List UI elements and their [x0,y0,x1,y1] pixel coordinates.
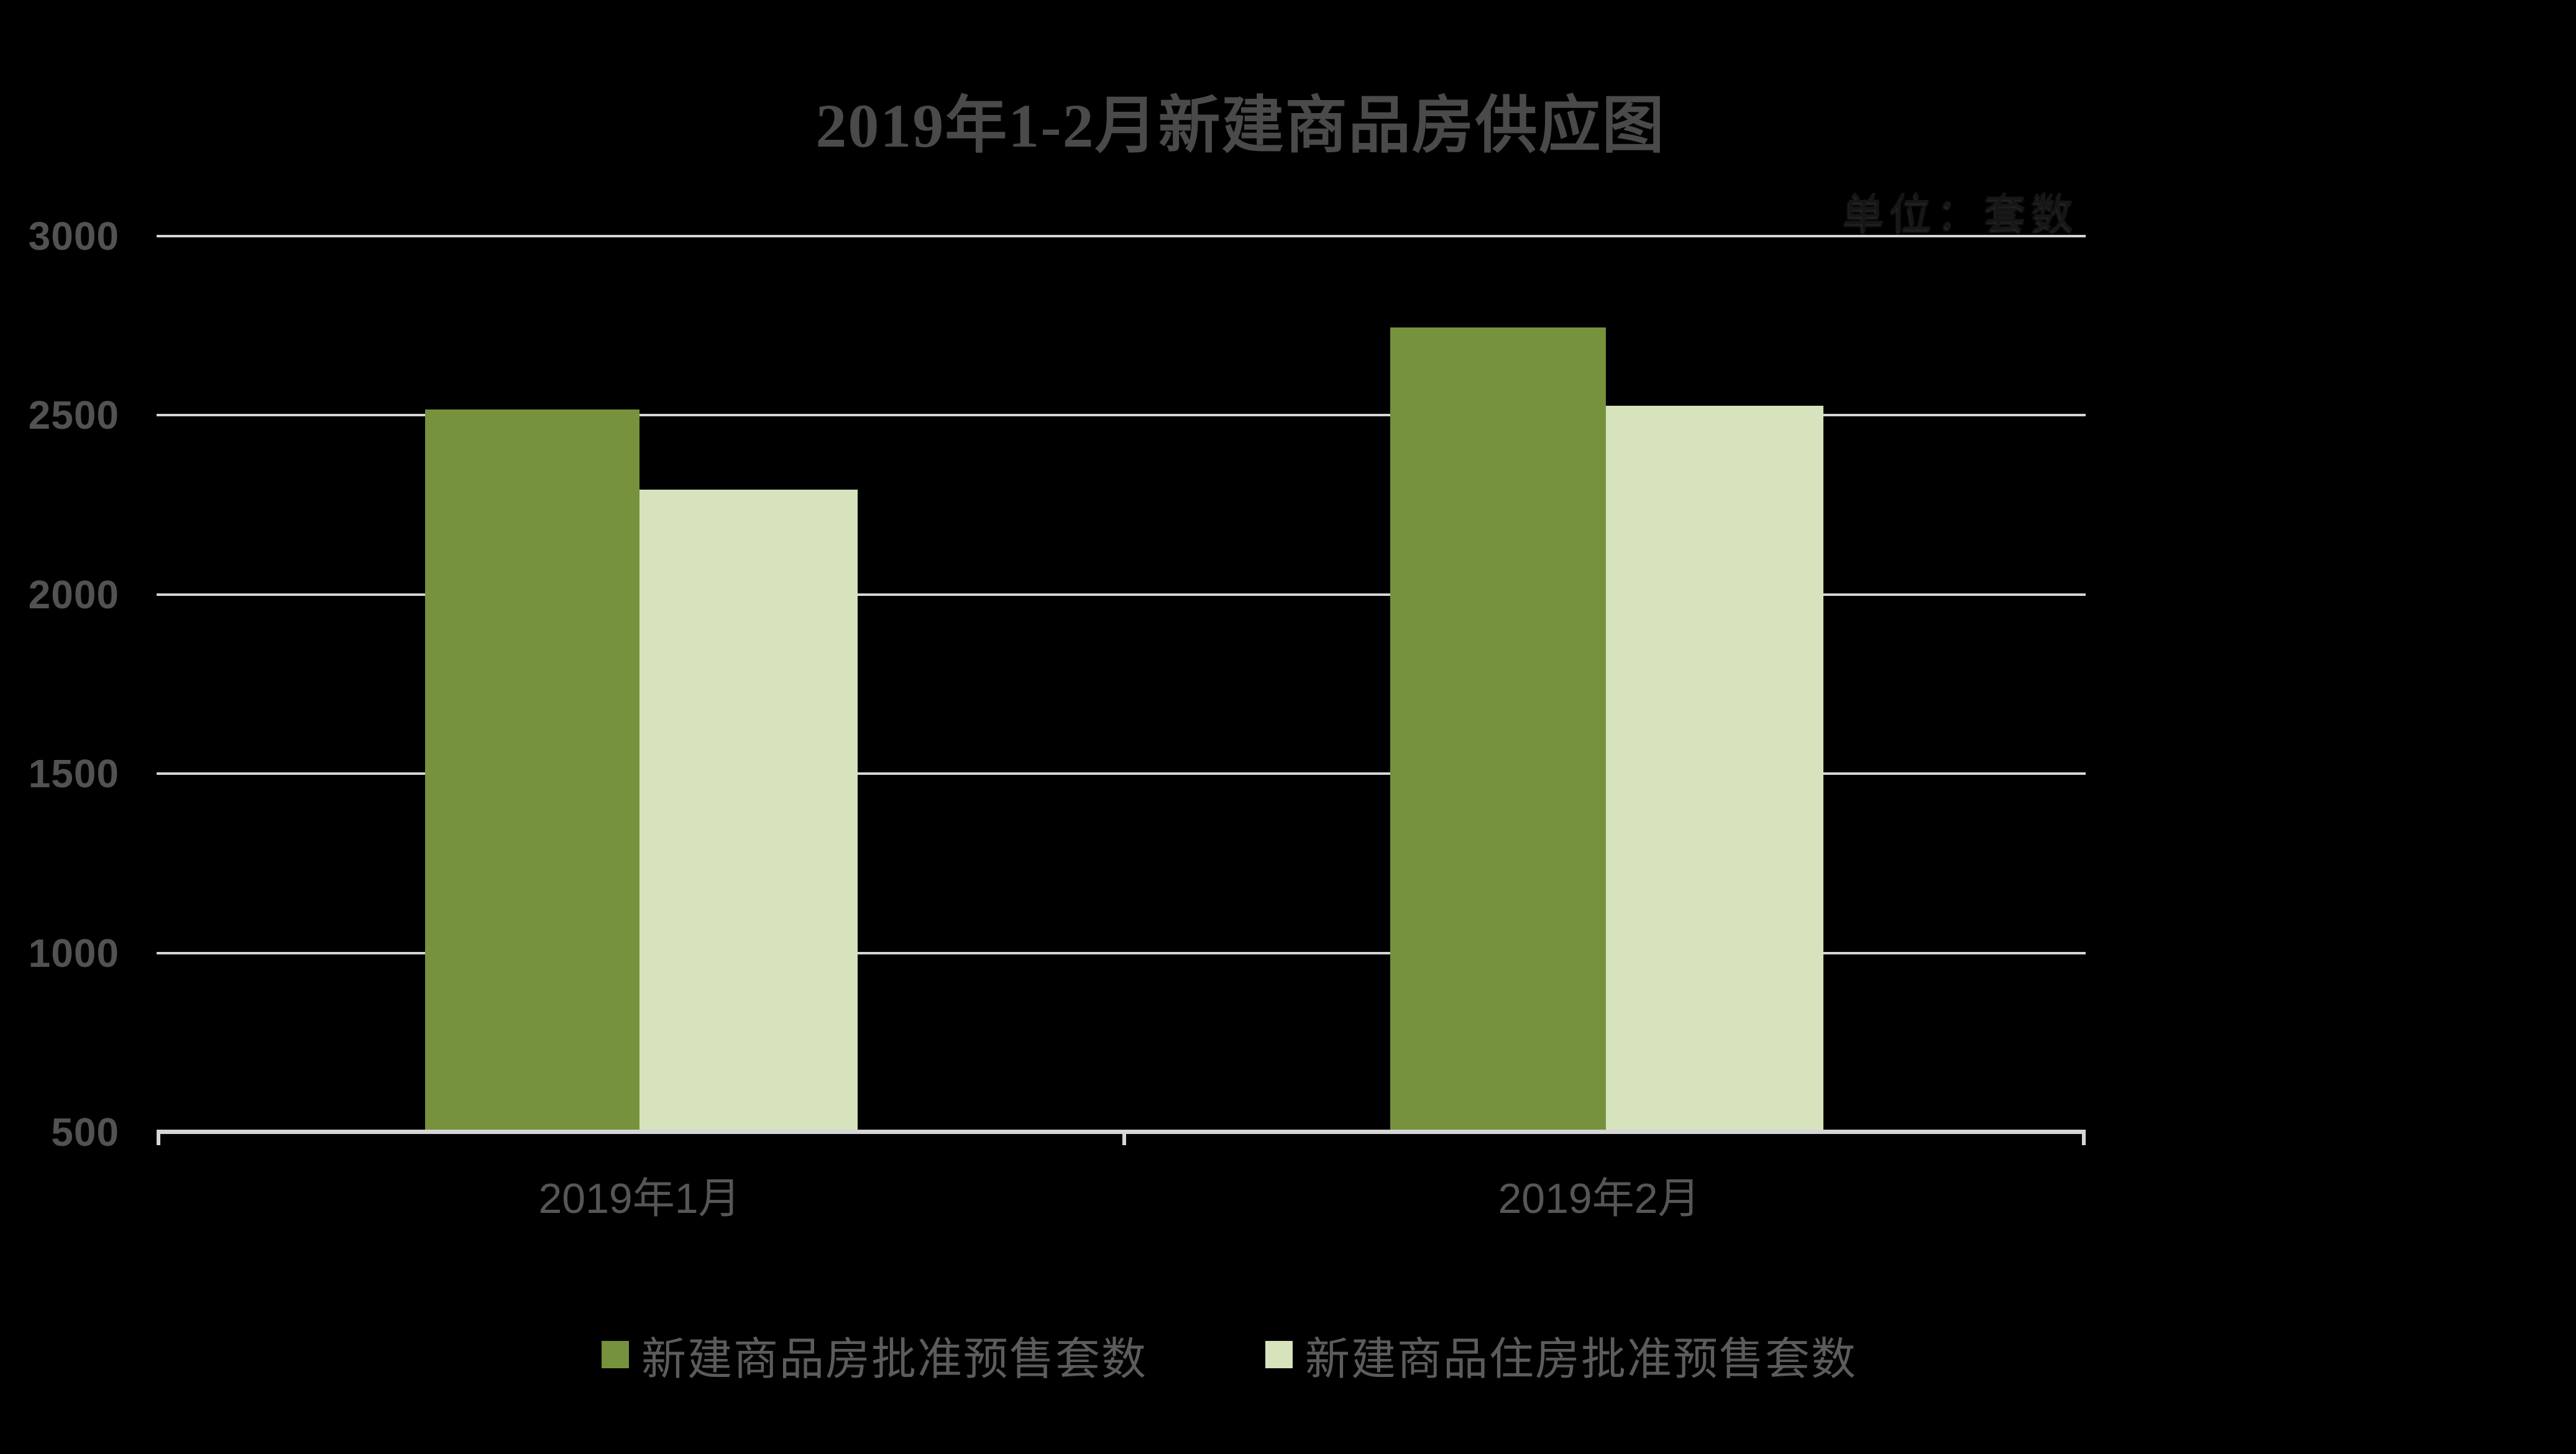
y-axis-label-1500: 1500 [28,751,119,796]
y-axis-label-1000: 1000 [28,931,119,976]
y-axis-label-500: 500 [51,1110,119,1155]
legend: 新建商品房批准预售套数 新建商品住房批准预售套数 [602,1324,2093,1386]
x-axis-label-jan: 2019年1月 [538,1175,741,1222]
legend-label-residential: 新建商品住房批准预售套数 [1305,1334,1858,1384]
y-axis-label-3000: 3000 [28,214,119,258]
legend-item-residential: 新建商品住房批准预售套数 [1265,1322,1857,1388]
bar-jan-commodity-housing [425,409,639,1130]
legend-swatch-residential [1265,1341,1293,1368]
gridline-2000 [157,593,2086,596]
gridline-2500 [157,414,2086,416]
legend-label-commodity: 新建商品房批准预售套数 [641,1334,1148,1384]
axis-tick-right [2082,1134,2086,1145]
gridline-3000 [157,235,2086,237]
x-axis-line [157,1130,2086,1134]
gridline-1000 [157,952,2086,954]
bar-feb-residential-housing [1606,406,1823,1130]
y-axis-label-2000: 2000 [28,572,119,617]
legend-swatch-commodity [602,1341,629,1368]
chart-title: 2019年1-2月新建商品房供应图 [815,91,1666,160]
gridline-1500 [157,772,2086,775]
legend-item-commodity: 新建商品房批准预售套数 [602,1322,1147,1388]
y-axis-label-2500: 2500 [28,393,119,437]
bar-jan-residential-housing [639,490,858,1130]
axis-tick-middle [1122,1134,1126,1145]
unit-note: 单位：套数 [1842,190,2079,237]
axis-tick-left [157,1134,160,1145]
bar-feb-commodity-housing [1390,327,1606,1130]
x-axis-label-feb: 2019年2月 [1498,1175,1700,1222]
plot-area [157,235,2086,1145]
